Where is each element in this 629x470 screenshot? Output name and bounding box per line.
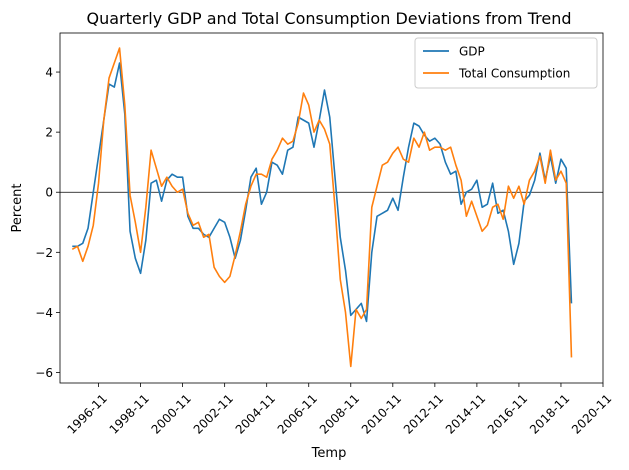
x-tick-label: 2004-11 (233, 391, 278, 436)
x-tick-label: 2008-11 (317, 391, 362, 436)
series-layer (71, 47, 573, 368)
y-tick-label: 4 (45, 66, 53, 80)
x-tick-label: 2006-11 (275, 391, 320, 436)
x-tick-label: 2002-11 (191, 391, 236, 436)
legend-box (414, 37, 598, 89)
x-tick-label: 2010-11 (359, 391, 404, 436)
y-tick-label: 2 (45, 126, 53, 140)
x-tick-label: 2018-11 (527, 391, 572, 436)
x-tick-label: 1998-11 (107, 391, 152, 436)
x-tick-label: 2014-11 (443, 391, 488, 436)
legend-items: GDP Total Consumption (423, 45, 570, 81)
y-axis: −6 −4 −2 0 2 4 (35, 66, 60, 380)
x-axis-label: Temp (311, 446, 347, 461)
plot-area (59, 32, 604, 384)
plot-background (60, 33, 603, 383)
x-tick-label: 2020-11 (569, 391, 614, 436)
x-tick-label: 1996-11 (64, 391, 109, 436)
y-tick-label: −6 (35, 366, 53, 380)
x-tick-label: 2012-11 (401, 391, 446, 436)
y-tick-label: 0 (45, 186, 53, 200)
x-tick-label: 2000-11 (149, 391, 194, 436)
y-tick-label: −2 (35, 246, 53, 260)
series-line-0 (72, 62, 573, 323)
legend-label-1: Total Consumption (458, 67, 570, 81)
plot-frame (59, 32, 604, 384)
y-axis-label: Percent (10, 184, 25, 233)
legend: GDP Total Consumption (414, 37, 598, 89)
x-tick-label: 2016-11 (485, 391, 530, 436)
y-tick-label: −4 (35, 306, 53, 320)
series-line-1 (71, 47, 573, 368)
legend-label-0: GDP (459, 45, 485, 59)
chart-title: Quarterly GDP and Total Consumption Devi… (86, 9, 571, 28)
x-axis: 1996-111998-112000-112002-112004-112006-… (64, 383, 614, 437)
